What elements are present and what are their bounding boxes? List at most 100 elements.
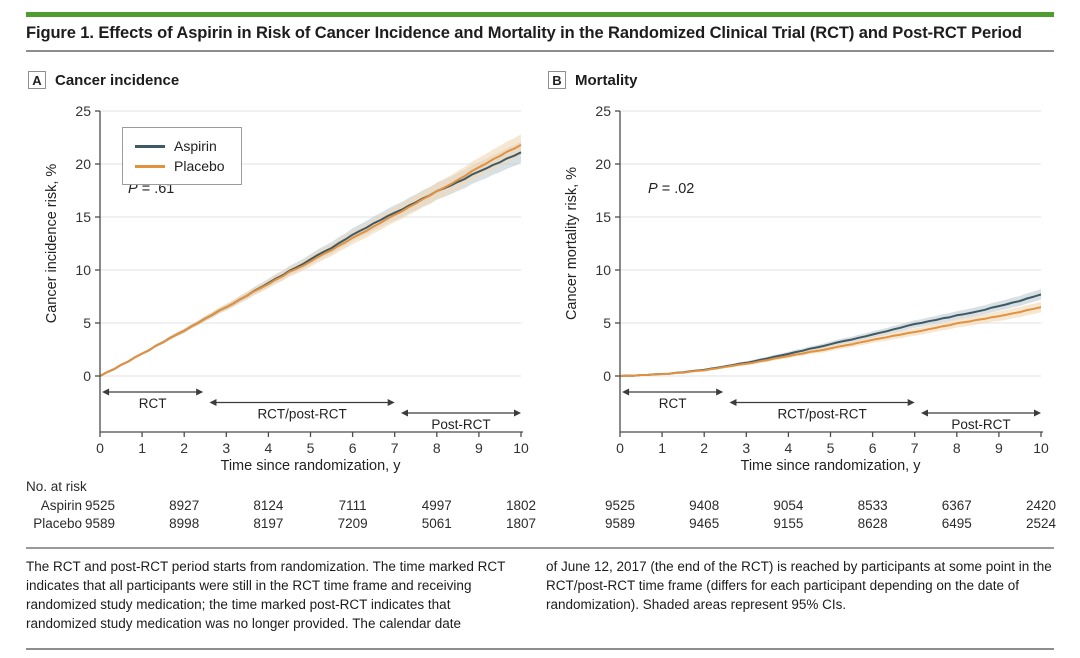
x-tick-label: 5	[307, 440, 315, 456]
y-tick-label: 20	[595, 156, 611, 172]
period-arrow-label: Post-RCT	[431, 417, 490, 432]
panel-mortality: B Mortality 0 5 10 15 20 25 0 1 2 3 4 5 6 7 8 9 10 Time s…	[546, 70, 1066, 540]
y-tick-label: 15	[595, 209, 611, 225]
at-risk-value: 8628	[857, 516, 888, 531]
arrowhead-left	[729, 399, 737, 406]
x-tick-label: 4	[785, 440, 793, 456]
bottom-rule	[26, 648, 1054, 650]
x-tick-label: 4	[265, 440, 273, 456]
y-tick-label: 0	[83, 368, 91, 384]
at-risk-value: 8533	[857, 498, 888, 513]
footnote-left-column: The RCT and post-RCT period starts from …	[26, 559, 506, 631]
x-axis-title: Time since randomization, y	[221, 458, 402, 474]
x-tick-label: 1	[658, 440, 666, 456]
x-tick-label: 5	[827, 440, 835, 456]
y-tick-label: 25	[75, 103, 91, 119]
x-tick-label: 9	[475, 440, 483, 456]
y-tick-label: 25	[595, 103, 611, 119]
at-risk-value: 7111	[338, 498, 367, 513]
panel-a-title: Cancer incidence	[55, 71, 180, 89]
at-risk-value: 9525	[604, 498, 636, 513]
at-risk-value: 7209	[337, 516, 368, 531]
at-risk-value: 1802	[505, 498, 537, 513]
at-risk-value: 9155	[773, 516, 804, 531]
x-tick-label: 8	[433, 440, 441, 456]
placebo-line-swatch	[135, 164, 165, 168]
x-tick-label: 7	[911, 440, 919, 456]
at-risk-value: 5061	[421, 516, 452, 531]
x-axis-title: Time since randomization, y	[741, 458, 922, 474]
at-risk-value: 9589	[604, 516, 636, 531]
period-arrow-label: RCT	[139, 396, 167, 411]
at-risk-value: 9408	[689, 498, 720, 513]
panel-cancer-incidence: A Cancer incidence 0 5 10 15 20 25 0 1 2 3 4 5 6 7 8 9 1…	[26, 70, 546, 540]
arrowhead-right	[1034, 409, 1041, 417]
x-tick-label: 0	[96, 440, 104, 456]
arrowhead-right	[907, 399, 915, 406]
x-tick-label: 6	[349, 440, 357, 456]
placebo-line	[619, 306, 1042, 377]
arrowhead-left	[622, 388, 630, 396]
at-risk-row-aspirin: Aspirin 9525 8927 8124 7111 4997 1802	[26, 498, 546, 514]
at-risk-row-placebo: Placebo 9589 8998 8197 7209 5061 1807	[26, 516, 546, 532]
y-tick-label: 10	[75, 262, 91, 278]
at-risk-value: 4997	[421, 498, 452, 513]
period-arrow-label: RCT/post-RCT	[777, 407, 866, 422]
arrowhead-right	[716, 388, 724, 396]
x-tick-label: 6	[869, 440, 877, 456]
arrowhead-right	[514, 409, 521, 417]
x-tick-label: 3	[222, 440, 230, 456]
at-risk-value: 8124	[253, 498, 284, 513]
x-tick-label: 8	[953, 440, 961, 456]
y-tick-label: 5	[83, 315, 91, 331]
y-axis-title: Cancer incidence risk, %	[44, 164, 60, 324]
aspirin-line	[619, 293, 1042, 377]
no-at-risk-header: No. at risk	[26, 479, 87, 494]
panel-b-title: Mortality	[575, 71, 638, 89]
panel-b-header: B Mortality	[548, 70, 638, 90]
legend-label-placebo: Placebo	[174, 158, 225, 174]
placebo-line	[99, 144, 522, 377]
y-tick-label: 10	[595, 262, 611, 278]
at-risk-value: 1807	[505, 516, 537, 531]
x-tick-label: 9	[995, 440, 1003, 456]
y-tick-label: 15	[75, 209, 91, 225]
x-tick-label: 1	[138, 440, 146, 456]
x-tick-label: 2	[180, 440, 188, 456]
x-tick-label: 0	[616, 440, 624, 456]
at-risk-value: 8998	[169, 516, 200, 531]
arrowhead-left	[401, 409, 409, 417]
at-risk-value: 9465	[689, 516, 720, 531]
at-risk-value: 6367	[941, 498, 972, 513]
arrowhead-left	[921, 409, 929, 417]
panel-a-letter-badge: A	[28, 71, 46, 89]
x-tick-label: 10	[1033, 440, 1049, 456]
at-risk-value: 8197	[253, 516, 284, 531]
y-axis-title: Cancer mortality risk, %	[564, 167, 580, 320]
at-risk-row-placebo: 9589 9465 9155 8628 6495 2524	[546, 516, 1066, 532]
arrowhead-left	[102, 388, 110, 396]
figure-title: Figure 1. Effects of Aspirin in Risk of …	[26, 24, 1022, 42]
arrowhead-right	[196, 388, 204, 396]
y-tick-label: 20	[75, 156, 91, 172]
at-risk-value: 2524	[1025, 516, 1057, 531]
period-arrow-label: RCT/post-RCT	[257, 407, 346, 422]
at-risk-value: 9589	[84, 516, 116, 531]
panel-a-header: A Cancer incidence	[28, 70, 179, 90]
at-risk-value: 6495	[941, 516, 972, 531]
placebo-ci-band	[100, 134, 521, 376]
panel-b-letter-badge: B	[548, 71, 566, 89]
legend: Aspirin Placebo	[122, 127, 242, 185]
aspirin-line-swatch	[135, 144, 165, 148]
x-tick-label: 7	[391, 440, 399, 456]
period-arrow-label: Post-RCT	[951, 417, 1010, 432]
at-risk-row-aspirin: 9525 9408 9054 8533 6367 2420	[546, 498, 1066, 514]
arrowhead-left	[209, 399, 217, 406]
footnote-right-column: of June 12, 2017 (the end of the RCT) is…	[546, 559, 1052, 612]
mortality-chart: 0 5 10 15 20 25 0 1 2 3 4 5 6 7 8 9 10 Time since randomi…	[564, 103, 1049, 474]
x-tick-label: 3	[742, 440, 750, 456]
y-tick-label: 0	[603, 368, 611, 384]
at-risk-value: 8927	[169, 498, 200, 513]
at-risk-value: 9054	[773, 498, 804, 513]
